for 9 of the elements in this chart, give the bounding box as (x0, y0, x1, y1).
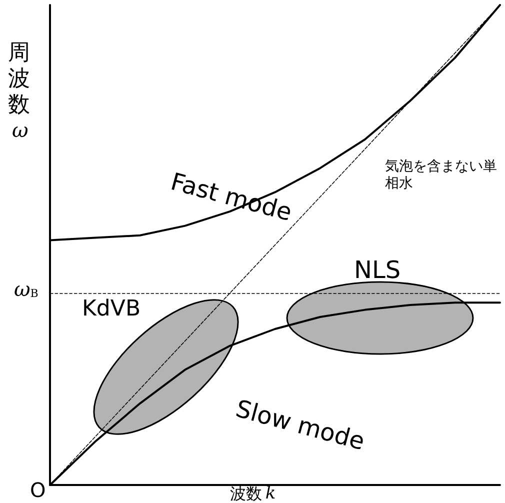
x-axis-title: 波数 k (230, 484, 276, 503)
annotation: NLS (354, 256, 401, 284)
text: O (30, 478, 46, 502)
annotation: KdVB (82, 296, 141, 322)
y-axis-title: 周波数 ω (8, 40, 30, 142)
text: Slow mode (232, 394, 368, 456)
series-label: 気泡を含まない単相水 (385, 158, 497, 192)
text: Fast mode (168, 168, 295, 227)
ref-line-label: ωB (14, 277, 38, 301)
